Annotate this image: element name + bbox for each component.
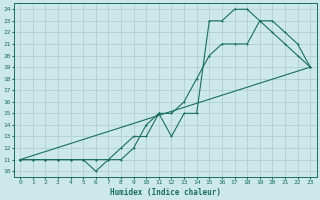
X-axis label: Humidex (Indice chaleur): Humidex (Indice chaleur) (110, 188, 220, 197)
